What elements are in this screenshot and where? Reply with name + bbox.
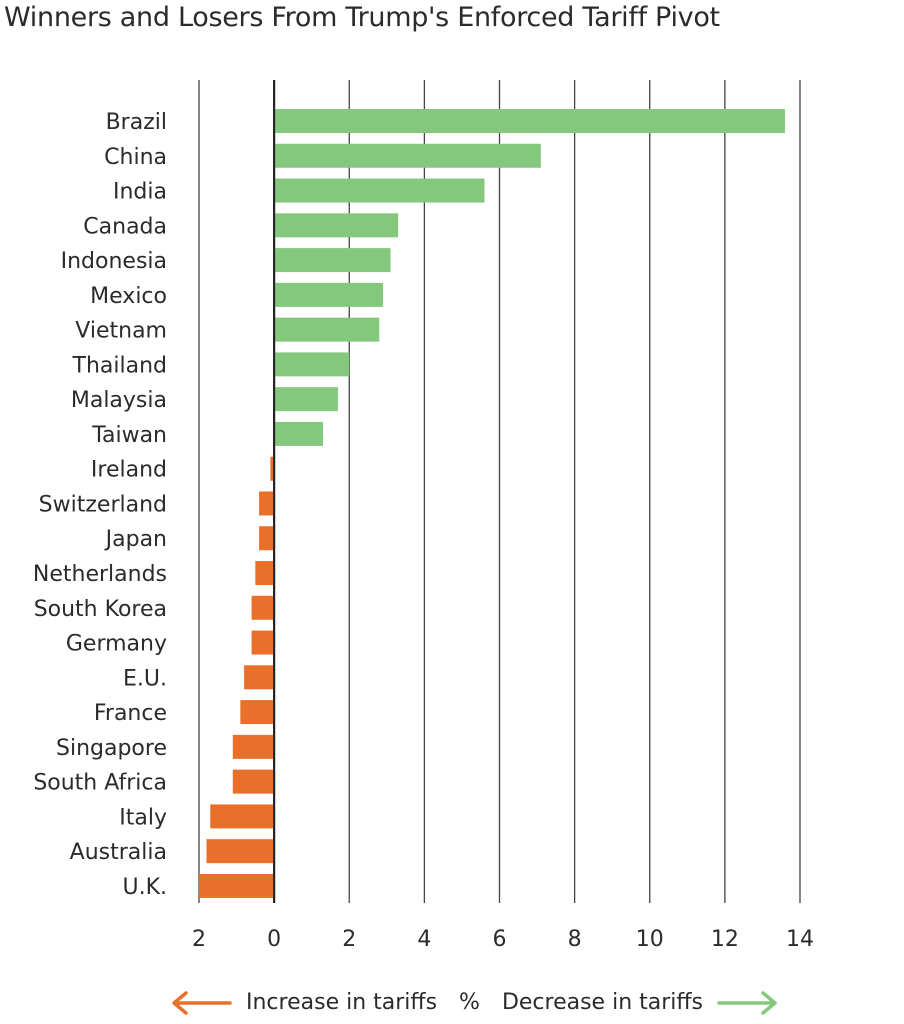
bar-france <box>240 700 275 725</box>
category-label: China <box>104 145 167 170</box>
category-label: Germany <box>66 632 167 657</box>
category-label: Vietnam <box>75 319 167 344</box>
category-label: Malaysia <box>71 388 167 413</box>
left-arrow-icon <box>172 990 232 1015</box>
bar-south-korea <box>251 595 275 620</box>
bar-japan <box>259 526 275 551</box>
legend-decrease: Decrease in tariffs <box>501 990 704 1015</box>
category-label: U.K. <box>122 875 167 900</box>
category-label: E.U. <box>123 666 167 691</box>
bar-germany <box>251 630 275 655</box>
bar-indonesia <box>274 248 391 273</box>
bar-taiwan <box>274 421 323 446</box>
bar-vietnam <box>274 317 380 342</box>
category-label: Switzerland <box>39 492 167 517</box>
x-tick-label: 14 <box>786 927 814 952</box>
category-label: Italy <box>119 805 167 830</box>
category-label: Brazil <box>106 110 167 135</box>
bar-australia <box>206 839 275 864</box>
category-label: France <box>94 701 167 726</box>
bar-singapore <box>232 734 275 759</box>
bar-switzerland <box>259 491 275 516</box>
x-tick-label: 8 <box>568 927 582 952</box>
bar-india <box>274 178 485 203</box>
x-tick-label: 4 <box>417 927 431 952</box>
bar-canada <box>274 213 399 238</box>
x-tick-label: 2 <box>192 927 206 952</box>
category-label: Ireland <box>91 458 167 483</box>
right-arrow-icon <box>717 990 777 1015</box>
category-label: South Africa <box>33 771 167 796</box>
bar-brazil <box>274 109 785 133</box>
category-label: Australia <box>70 840 167 865</box>
category-label: Indonesia <box>61 249 167 274</box>
legend-increase: Increase in tariffs <box>246 990 438 1015</box>
bar-mexico <box>274 282 384 307</box>
bar-netherlands <box>255 561 275 586</box>
x-tick-label: 0 <box>267 927 281 952</box>
category-label: Thailand <box>72 353 167 378</box>
category-label: Netherlands <box>33 562 167 587</box>
bar-thailand <box>274 352 350 377</box>
x-tick-label: 2 <box>342 927 356 952</box>
bar-malaysia <box>274 387 338 412</box>
category-label: India <box>113 180 167 205</box>
chart-title: Winners and Losers From Trump's Enforced… <box>4 2 720 33</box>
bar-ireland <box>270 456 275 481</box>
category-label: Mexico <box>90 284 167 309</box>
category-label: Japan <box>104 527 167 552</box>
x-tick-label: 12 <box>711 927 739 952</box>
bar-u-k- <box>199 873 275 898</box>
bar-china <box>274 143 541 168</box>
category-label: Taiwan <box>91 423 167 448</box>
x-tick-label: 6 <box>493 927 507 952</box>
category-label: Canada <box>83 214 167 239</box>
legend-unit: % <box>459 990 480 1015</box>
category-label: Singapore <box>56 736 167 761</box>
bar-italy <box>210 804 275 829</box>
bar-chart: 2 0 2 4 6 8 10 12 14 Brazil China India Canada Indone… <box>33 80 814 952</box>
legend: Increase in tariffs % Decrease in tariff… <box>170 990 850 1015</box>
x-tick-label: 10 <box>636 927 664 952</box>
bar-south-africa <box>232 769 275 794</box>
bar-e-u- <box>244 665 275 690</box>
category-label: South Korea <box>34 597 167 622</box>
